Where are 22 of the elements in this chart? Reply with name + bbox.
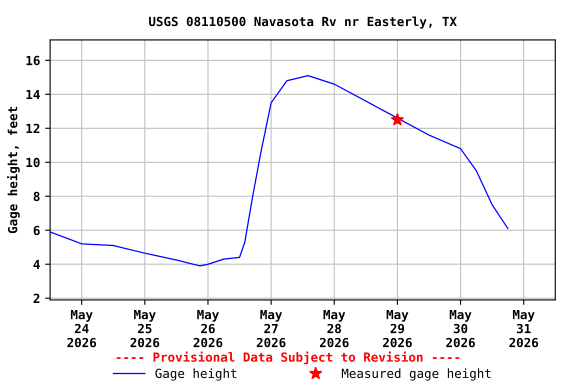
y-tick-label: 16: [26, 56, 40, 66]
legend-label: Measured gage height: [342, 368, 491, 381]
x-tick-label: May 31 2026: [509, 310, 538, 348]
y-tick-label: 4: [33, 260, 40, 269]
line-series: [50, 74, 509, 267]
x-tick-label: May 29 2026: [383, 310, 412, 348]
x-tick-label: May 30 2026: [446, 310, 475, 348]
x-tick-label: May 24 2026: [67, 310, 96, 348]
text: ---- Provisional Data Subject to Revision ----: [116, 352, 460, 364]
legend-label: Gage height: [155, 368, 236, 381]
chart-title: USGS 08110500 Navasota Rv nr Easterly, TX: [149, 16, 457, 29]
y-tick-label: 10: [26, 158, 40, 168]
y-tick-label: 8: [34, 192, 40, 202]
y-tick-label: 2: [34, 294, 40, 303]
y-tick-label: 14: [26, 90, 40, 100]
x-tick-label: May 27 2026: [256, 310, 286, 348]
y-axis-title: Gage height, feet: [7, 106, 20, 234]
y-tick-label: 6: [34, 226, 40, 236]
x-tick-label: May 26 2026: [194, 310, 222, 348]
x-tick-label: May 28 2026: [320, 310, 349, 348]
x-tick-label: May 25 2026: [130, 310, 160, 348]
y-tick-label: 12: [26, 124, 40, 134]
